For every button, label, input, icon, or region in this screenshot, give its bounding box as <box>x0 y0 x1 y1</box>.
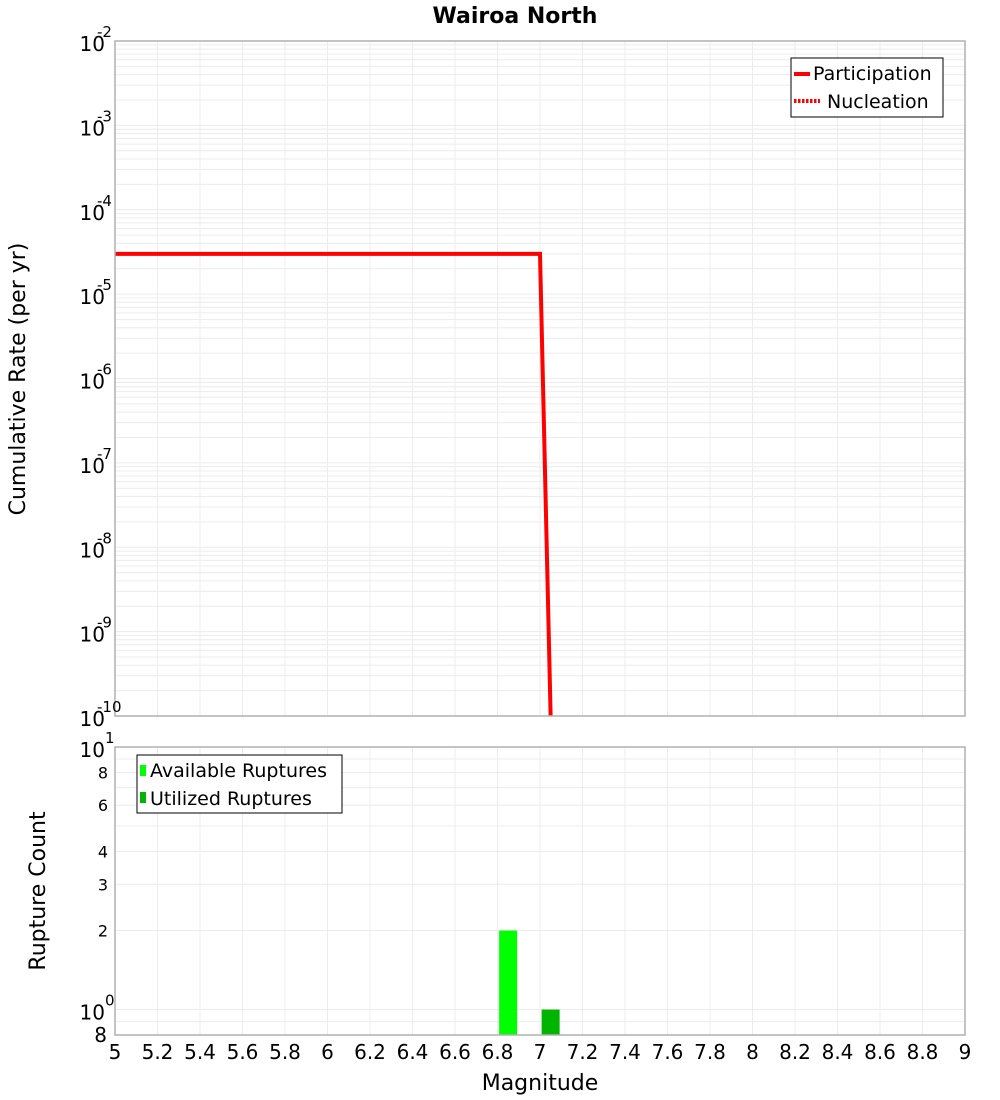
x-tick-label: 7.8 <box>694 1040 726 1064</box>
legend-participation: Participation <box>813 63 932 85</box>
lower-legend: Available Ruptures Utilized Ruptures <box>136 754 343 814</box>
x-tick-label: 8.2 <box>779 1040 811 1064</box>
x-tick-label: 5.6 <box>227 1040 259 1064</box>
x-tick-label: 6.2 <box>354 1040 386 1064</box>
x-tick-label: 5.4 <box>184 1040 216 1064</box>
y-tick-exponent: 1 <box>105 729 115 747</box>
y-tick-exponent: -3 <box>97 107 112 125</box>
upper-y-axis-label: Cumulative Rate (per yr) <box>6 243 31 516</box>
x-axis-ticks: 5 5.2 5.4 5.6 5.8 6 6.2 6.4 6.6 6.8 7 7.2 7.4 7.6 7.8 8… <box>109 1040 972 1064</box>
upper-plot-border <box>114 40 966 717</box>
y-tick-bottom: 8 <box>94 1023 107 1047</box>
lower-legend-box <box>136 754 343 814</box>
y-tick-exponent: -6 <box>97 361 112 379</box>
y-minor-tick-label: 3 <box>98 875 108 894</box>
y-tick-label: 10 <box>80 1001 105 1025</box>
x-tick-label: 6.4 <box>397 1040 429 1064</box>
y-tick-label: 10 <box>80 623 105 647</box>
upper-legend-box <box>790 57 944 118</box>
x-tick-label: 5.2 <box>142 1040 174 1064</box>
x-tick-label: 5.8 <box>269 1040 301 1064</box>
x-tick-label: 9 <box>959 1040 972 1064</box>
y-tick-exponent: -2 <box>97 23 112 41</box>
x-tick-label: 5 <box>109 1040 122 1064</box>
available-swatch-icon <box>140 765 146 776</box>
upper-plot: 10-210-310-410-510-610-710-810-910-10 Cu… <box>6 23 966 731</box>
utilized-swatch-icon <box>140 792 146 803</box>
y-tick-exponent: -4 <box>97 192 112 210</box>
legend-utilized: Utilized Ruptures <box>150 788 312 810</box>
x-tick-label: 6.6 <box>439 1040 471 1064</box>
y-tick-label: 10 <box>80 707 105 731</box>
y-tick-label: 10 <box>80 201 105 225</box>
x-tick-label: 8.8 <box>907 1040 939 1064</box>
upper-gridlines <box>114 41 966 717</box>
y-tick-label: 10 <box>80 454 105 478</box>
chart-title: Wairoa North <box>433 4 598 29</box>
y-tick-label: 10 <box>80 538 105 562</box>
upper-legend: Participation Nucleation <box>790 57 944 118</box>
x-tick-label: 8.4 <box>822 1040 854 1064</box>
y-tick-exponent: -7 <box>97 445 112 463</box>
upper-y-axis-ticks: 10-210-310-410-510-610-710-810-910-10 <box>80 23 122 731</box>
x-axis-label: Magnitude <box>482 1071 599 1096</box>
x-tick-label: 7.2 <box>567 1040 599 1064</box>
y-tick-exponent: -9 <box>97 614 112 632</box>
legend-available: Available Ruptures <box>150 760 327 782</box>
lower-bars <box>499 930 560 1035</box>
y-minor-tick-label: 6 <box>98 796 108 815</box>
x-tick-label: 6.8 <box>482 1040 514 1064</box>
y-tick-exponent: -8 <box>97 529 112 547</box>
y-tick-exponent: 0 <box>105 992 115 1010</box>
x-tick-label: 7.4 <box>609 1040 641 1064</box>
lower-y-axis-label: Rupture Count <box>26 811 51 971</box>
y-minor-tick-label: 4 <box>98 842 108 861</box>
bar-available-ruptures <box>499 930 518 1035</box>
y-tick-exponent: -10 <box>97 698 122 716</box>
y-tick-label: 10 <box>80 32 105 56</box>
lower-plot-border <box>114 746 966 1036</box>
x-tick-label: 7 <box>534 1040 547 1064</box>
x-tick-label: 8 <box>746 1040 759 1064</box>
y-tick-label: 10 <box>80 738 105 762</box>
x-tick-label: 7.6 <box>652 1040 684 1064</box>
y-tick-label: 10 <box>80 285 105 309</box>
bar-utilized-ruptures <box>541 1009 560 1035</box>
legend-nucleation: Nucleation <box>827 91 929 113</box>
x-tick-label: 8.6 <box>864 1040 896 1064</box>
series-nucleation <box>115 252 552 717</box>
y-minor-tick-label: 2 <box>98 922 108 941</box>
y-tick-exponent: -5 <box>97 276 112 294</box>
upper-series <box>115 251 553 717</box>
y-minor-tick-label: 8 <box>98 763 108 782</box>
y-tick-label: 10 <box>80 370 105 394</box>
y-tick-label: 10 <box>80 116 105 140</box>
x-tick-label: 6 <box>321 1040 334 1064</box>
